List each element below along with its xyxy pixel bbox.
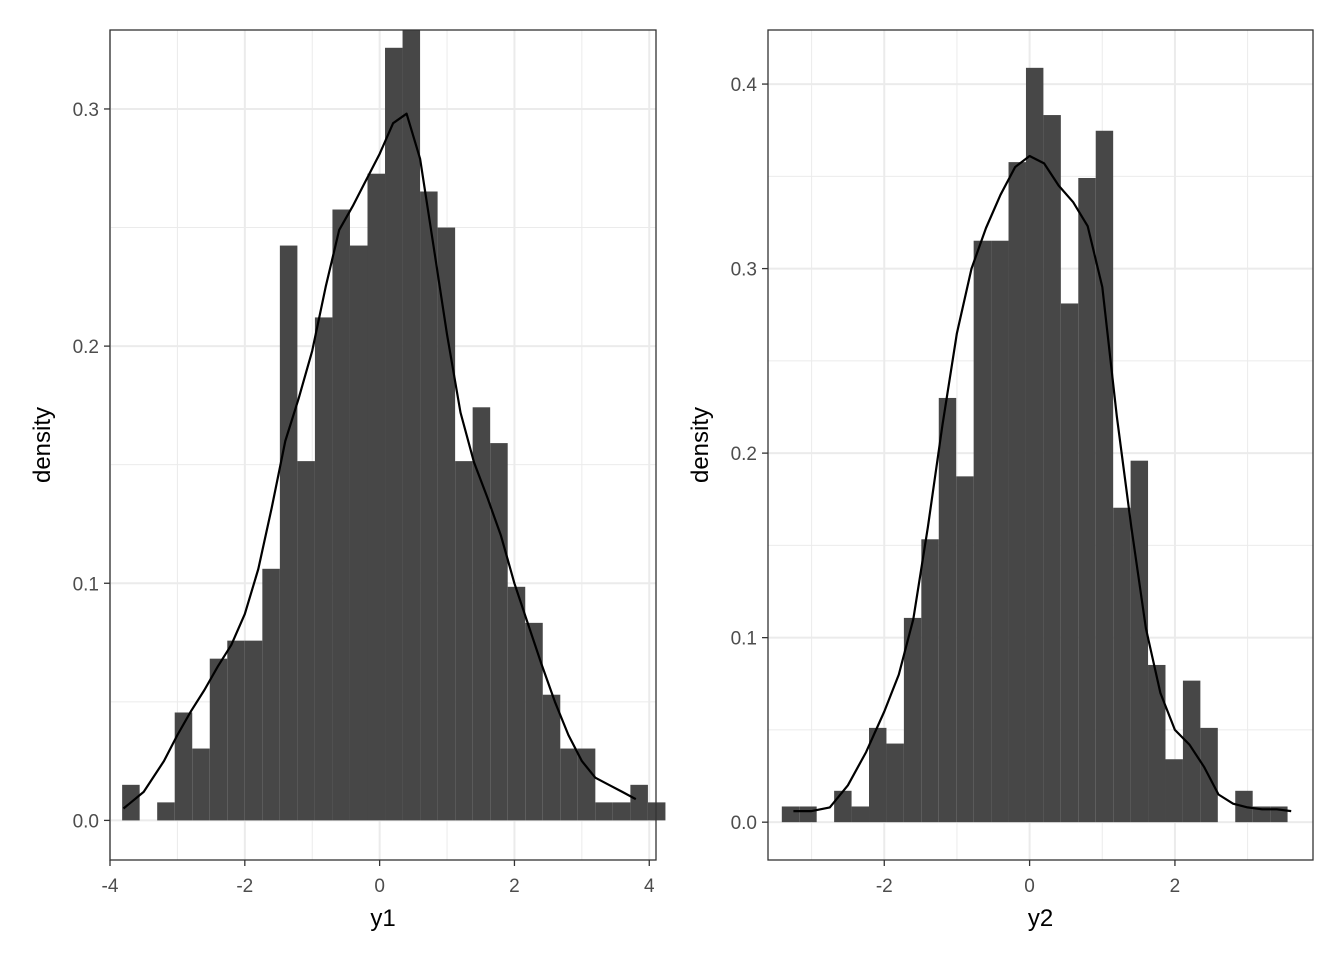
panel-border bbox=[767, 29, 1314, 861]
x-tick-label: 0 bbox=[1024, 876, 1035, 897]
histogram-bar bbox=[367, 173, 386, 821]
x-axis-title: y1 bbox=[370, 905, 395, 932]
x-tick-label: 2 bbox=[509, 876, 520, 897]
histogram-bar bbox=[1043, 115, 1061, 823]
histogram-bar bbox=[1060, 303, 1079, 823]
y-tick-label: 0.0 bbox=[73, 811, 99, 832]
histogram-bar bbox=[227, 640, 245, 821]
histogram-bar bbox=[525, 622, 543, 821]
y-tick-label: 0.1 bbox=[73, 574, 99, 595]
density-curve bbox=[122, 112, 637, 810]
histogram-bar bbox=[192, 748, 210, 821]
histogram-bar bbox=[903, 617, 922, 823]
histogram-bar bbox=[209, 658, 228, 821]
histogram-bar bbox=[490, 443, 508, 821]
histogram-bar bbox=[542, 694, 561, 821]
histogram-bar bbox=[595, 802, 613, 821]
histogram-bar bbox=[262, 568, 280, 821]
histogram-bar bbox=[1130, 460, 1149, 823]
histogram-bar bbox=[1182, 680, 1201, 823]
histogram-bar bbox=[851, 806, 870, 823]
histogram-bar bbox=[1008, 162, 1026, 823]
histogram-bar bbox=[834, 790, 852, 823]
histogram-bar bbox=[455, 461, 473, 821]
y-tick-label: 0.3 bbox=[731, 260, 757, 281]
histogram-bar bbox=[507, 586, 526, 821]
x-tick-label: 4 bbox=[644, 876, 655, 897]
histogram-bar bbox=[279, 245, 298, 821]
x-axis-title: y2 bbox=[1028, 905, 1053, 932]
histogram-bar bbox=[1095, 130, 1114, 823]
histogram-bar bbox=[385, 47, 403, 821]
y-axis-title: density bbox=[687, 407, 714, 483]
histogram-bar bbox=[472, 407, 491, 821]
y-axis-title: density bbox=[29, 407, 56, 483]
histogram-bar bbox=[332, 209, 350, 821]
histogram-bar bbox=[991, 240, 1009, 823]
histogram-bar bbox=[437, 227, 456, 821]
x-tick-label: -2 bbox=[876, 876, 893, 897]
y-tick-label: 0.2 bbox=[731, 444, 757, 465]
histogram-bar bbox=[1148, 664, 1166, 823]
histogram-bar bbox=[630, 784, 648, 821]
x-tick-label: 0 bbox=[374, 876, 385, 897]
y-tick-label: 0.2 bbox=[73, 337, 99, 358]
y-tick-label: 0.4 bbox=[731, 75, 758, 96]
panel-1: -4 -2 0 2 4 0.0 0.1 0.2 0.3 y1 density bbox=[29, 29, 666, 932]
panel-2: -2 0 2 0.0 0.1 0.2 0.3 0.4 y2 density bbox=[687, 29, 1314, 932]
histogram-bar bbox=[349, 245, 368, 821]
histogram-bar bbox=[314, 317, 333, 821]
histogram-bar bbox=[1025, 67, 1044, 823]
histogram-bar bbox=[973, 240, 992, 823]
density-curve bbox=[793, 154, 1292, 813]
x-tick-label: 2 bbox=[1170, 876, 1181, 897]
histogram-bar bbox=[174, 712, 193, 821]
y-tick-label: 0.0 bbox=[731, 813, 757, 834]
histogram-bar bbox=[1113, 507, 1131, 823]
histogram-bar bbox=[956, 476, 974, 823]
x-tick-label: -2 bbox=[236, 876, 253, 897]
histogram-bar bbox=[1252, 806, 1271, 823]
x-tick-label: -4 bbox=[102, 876, 119, 897]
y-tick-label: 0.3 bbox=[73, 100, 99, 121]
histogram-bar bbox=[781, 806, 800, 823]
histogram-bar bbox=[560, 748, 578, 821]
histogram-bar bbox=[938, 397, 957, 823]
histogram-bar bbox=[157, 802, 175, 821]
histogram-bar bbox=[402, 30, 421, 821]
histogram-bar bbox=[420, 191, 438, 821]
histogram-bar bbox=[799, 806, 817, 823]
panel-border bbox=[109, 29, 657, 861]
y-tick-label: 0.1 bbox=[731, 629, 757, 650]
histogram-bar bbox=[1078, 177, 1096, 823]
histogram-bar bbox=[612, 802, 631, 821]
histogram-bar bbox=[577, 748, 596, 821]
histogram-bar bbox=[921, 539, 939, 823]
histogram-bar bbox=[244, 640, 263, 821]
histogram-bar bbox=[297, 461, 315, 821]
histogram-bar bbox=[1165, 759, 1183, 823]
histogram-bar bbox=[886, 743, 904, 823]
histogram-bar bbox=[647, 802, 666, 821]
histogram-bar bbox=[869, 727, 887, 823]
